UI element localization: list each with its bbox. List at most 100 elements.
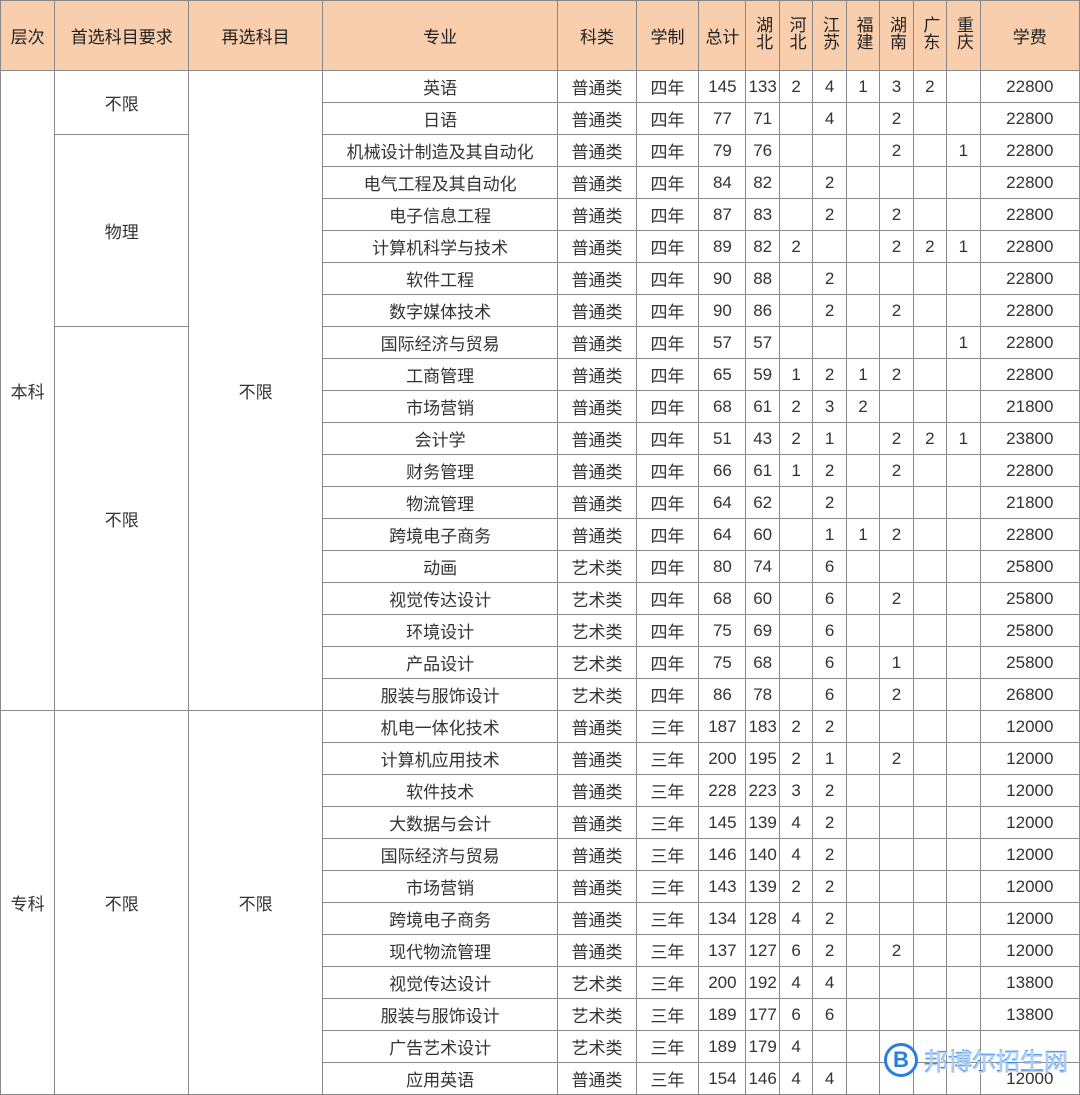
cell-hebei [779, 263, 812, 295]
cell-major: 动画 [323, 551, 558, 583]
cell-guangdong [913, 583, 946, 615]
cell-duration: 四年 [636, 423, 699, 455]
cell-jiangsu: 4 [813, 1063, 846, 1095]
cell-major: 大数据与会计 [323, 807, 558, 839]
cell-total: 80 [699, 551, 746, 583]
cell-hunan [880, 551, 913, 583]
cell-hunan [880, 903, 913, 935]
admission-plan-table: 层次 首选科目要求 再选科目 专业 科类 学制 总计 湖北 河北 江苏 福建 湖… [0, 0, 1080, 1095]
cell-category: 普通类 [558, 871, 636, 903]
cell-total: 89 [699, 231, 746, 263]
cell-fee: 22800 [980, 71, 1079, 103]
th-hunan: 湖南 [880, 1, 913, 71]
cell-total: 65 [699, 359, 746, 391]
cell-fujian [846, 103, 879, 135]
cell-category: 普通类 [558, 391, 636, 423]
cell-duration: 三年 [636, 743, 699, 775]
cell-hebei [779, 647, 812, 679]
cell-category: 普通类 [558, 423, 636, 455]
cell-chongqing [947, 903, 980, 935]
cell-major: 财务管理 [323, 455, 558, 487]
cell-total: 77 [699, 103, 746, 135]
cell-category: 普通类 [558, 487, 636, 519]
cell-category: 普通类 [558, 903, 636, 935]
cell-hebei [779, 199, 812, 231]
cell-fujian [846, 295, 879, 327]
cell-category: 艺术类 [558, 679, 636, 711]
cell-total: 200 [699, 967, 746, 999]
cell-duration: 三年 [636, 871, 699, 903]
cell-major: 视觉传达设计 [323, 967, 558, 999]
cell-jiangsu: 1 [813, 423, 846, 455]
cell-hubei: 146 [746, 1063, 779, 1095]
cell-fujian [846, 167, 879, 199]
cell-category: 普通类 [558, 935, 636, 967]
cell-chongqing [947, 455, 980, 487]
cell-chongqing [947, 711, 980, 743]
cell-hebei: 4 [779, 839, 812, 871]
cell-duration: 四年 [636, 103, 699, 135]
cell-hunan: 2 [880, 679, 913, 711]
cell-total: 57 [699, 327, 746, 359]
cell-total: 90 [699, 263, 746, 295]
cell-jiangsu: 6 [813, 583, 846, 615]
cell-total: 154 [699, 1063, 746, 1095]
cell-hebei: 1 [779, 359, 812, 391]
table-row: 不限国际经济与贸易普通类四年5757122800 [1, 327, 1080, 359]
cell-guangdong [913, 391, 946, 423]
cell-jiangsu: 2 [813, 487, 846, 519]
cell-fee: 21800 [980, 391, 1079, 423]
cell-duration: 四年 [636, 551, 699, 583]
cell-hunan [880, 839, 913, 871]
cell-duration: 四年 [636, 135, 699, 167]
cell-hebei: 2 [779, 231, 812, 263]
cell-hubei: 83 [746, 199, 779, 231]
cell-fujian [846, 615, 879, 647]
cell-hebei: 4 [779, 903, 812, 935]
th-duration: 学制 [636, 1, 699, 71]
cell-hubei: 183 [746, 711, 779, 743]
cell-hubei: 61 [746, 455, 779, 487]
cell-total: 84 [699, 167, 746, 199]
cell-total: 228 [699, 775, 746, 807]
cell-fee: 12000 [980, 871, 1079, 903]
cell-category: 艺术类 [558, 647, 636, 679]
cell-hubei: 69 [746, 615, 779, 647]
cell-hunan [880, 711, 913, 743]
cell-guangdong [913, 167, 946, 199]
cell-category: 普通类 [558, 711, 636, 743]
cell-fee: 22800 [980, 103, 1079, 135]
cell-guangdong: 2 [913, 231, 946, 263]
cell-hubei: 139 [746, 871, 779, 903]
cell-fujian [846, 487, 879, 519]
cell-jiangsu: 6 [813, 679, 846, 711]
cell-hebei: 6 [779, 999, 812, 1031]
cell-total: 68 [699, 583, 746, 615]
cell-fujian [846, 743, 879, 775]
cell-jiangsu: 6 [813, 551, 846, 583]
cell-major: 机械设计制造及其自动化 [323, 135, 558, 167]
cell-hubei: 61 [746, 391, 779, 423]
cell-jiangsu: 2 [813, 199, 846, 231]
cell-fujian [846, 199, 879, 231]
cell-category: 普通类 [558, 295, 636, 327]
cell-hunan [880, 775, 913, 807]
cell-chongqing [947, 167, 980, 199]
cell-fujian: 1 [846, 71, 879, 103]
cell-fujian [846, 455, 879, 487]
cell-guangdong [913, 807, 946, 839]
cell-hebei: 2 [779, 871, 812, 903]
cell-total: 200 [699, 743, 746, 775]
cell-chongqing [947, 839, 980, 871]
cell-fujian: 1 [846, 359, 879, 391]
cell-guangdong [913, 103, 946, 135]
cell-duration: 三年 [636, 903, 699, 935]
cell-guangdong: 2 [913, 423, 946, 455]
cell-hubei: 68 [746, 647, 779, 679]
cell-hunan [880, 167, 913, 199]
cell-fujian [846, 775, 879, 807]
cell-hubei: 133 [746, 71, 779, 103]
cell-major: 广告艺术设计 [323, 1031, 558, 1063]
cell-total: 137 [699, 935, 746, 967]
cell-chongqing [947, 935, 980, 967]
